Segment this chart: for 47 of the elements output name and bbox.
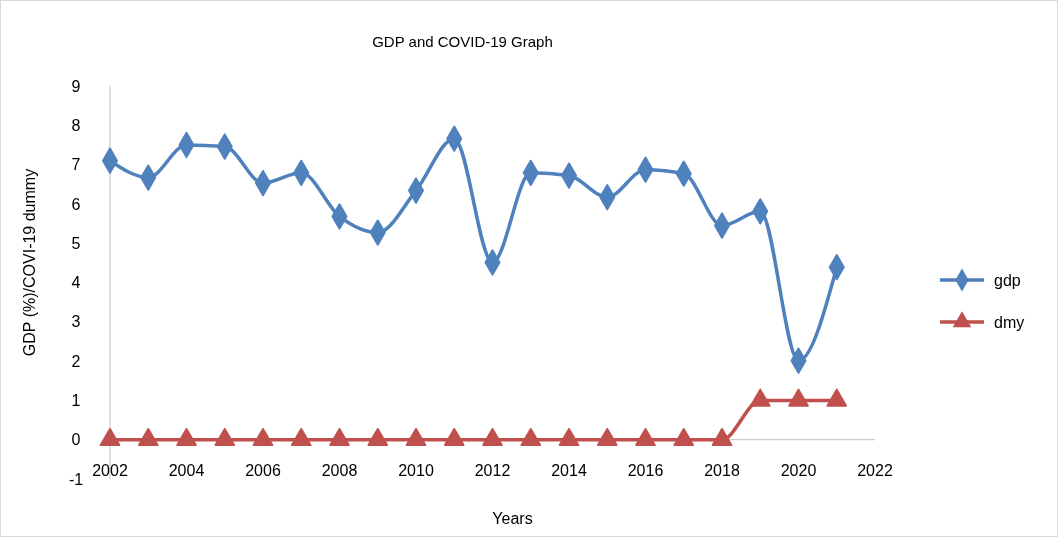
legend-label: gdp (994, 271, 1021, 289)
point (290, 427, 312, 447)
point (788, 388, 809, 407)
point (252, 427, 274, 447)
y-tick-label: 7 (71, 156, 81, 174)
point (596, 427, 618, 447)
point (99, 427, 121, 447)
point (558, 427, 580, 447)
point (214, 427, 236, 447)
x-tick-label: 2016 (627, 461, 664, 479)
y-tick-label: 5 (71, 234, 81, 252)
point (635, 427, 656, 447)
y-axis-title: GDP (%)/COVI-19 dummy (21, 168, 38, 357)
x-tick-label: 2022 (857, 461, 893, 479)
point (405, 427, 427, 447)
point (826, 388, 848, 407)
x-tick-label: 2006 (245, 461, 281, 479)
x-axis-title: Years (492, 510, 533, 527)
x-tick-label: 2020 (780, 461, 817, 479)
point (673, 427, 695, 447)
point (367, 427, 389, 447)
y-tick-label: 2 (71, 352, 81, 370)
point (176, 427, 197, 447)
x-tick-label: 2002 (92, 461, 128, 479)
x-tick-label: 2010 (398, 461, 434, 479)
y-tick-label: 1 (71, 392, 81, 409)
y-tick-label: 8 (71, 116, 81, 134)
y-tick-label: 3 (71, 313, 81, 331)
y-tick-label: 0 (71, 431, 81, 449)
chart-title: GDP and COVID-19 Graph (372, 33, 553, 50)
point (711, 427, 733, 447)
point (749, 388, 771, 407)
point (520, 427, 542, 447)
x-tick-label: 2008 (321, 461, 358, 479)
point (137, 427, 159, 447)
y-tick-label: 4 (71, 274, 81, 292)
y-tick-label: 9 (71, 77, 81, 95)
x-tick-label: 2004 (168, 461, 205, 479)
y-tick-label: -1 (68, 470, 84, 488)
point (329, 427, 350, 447)
point (482, 427, 503, 447)
x-tick-label: 2018 (704, 461, 740, 479)
x-tick-label: 2014 (551, 461, 587, 479)
point (443, 427, 465, 447)
legend-label: dmy (994, 313, 1025, 331)
x-tick-label: 2012 (474, 461, 511, 479)
y-tick-label: 6 (71, 195, 81, 213)
